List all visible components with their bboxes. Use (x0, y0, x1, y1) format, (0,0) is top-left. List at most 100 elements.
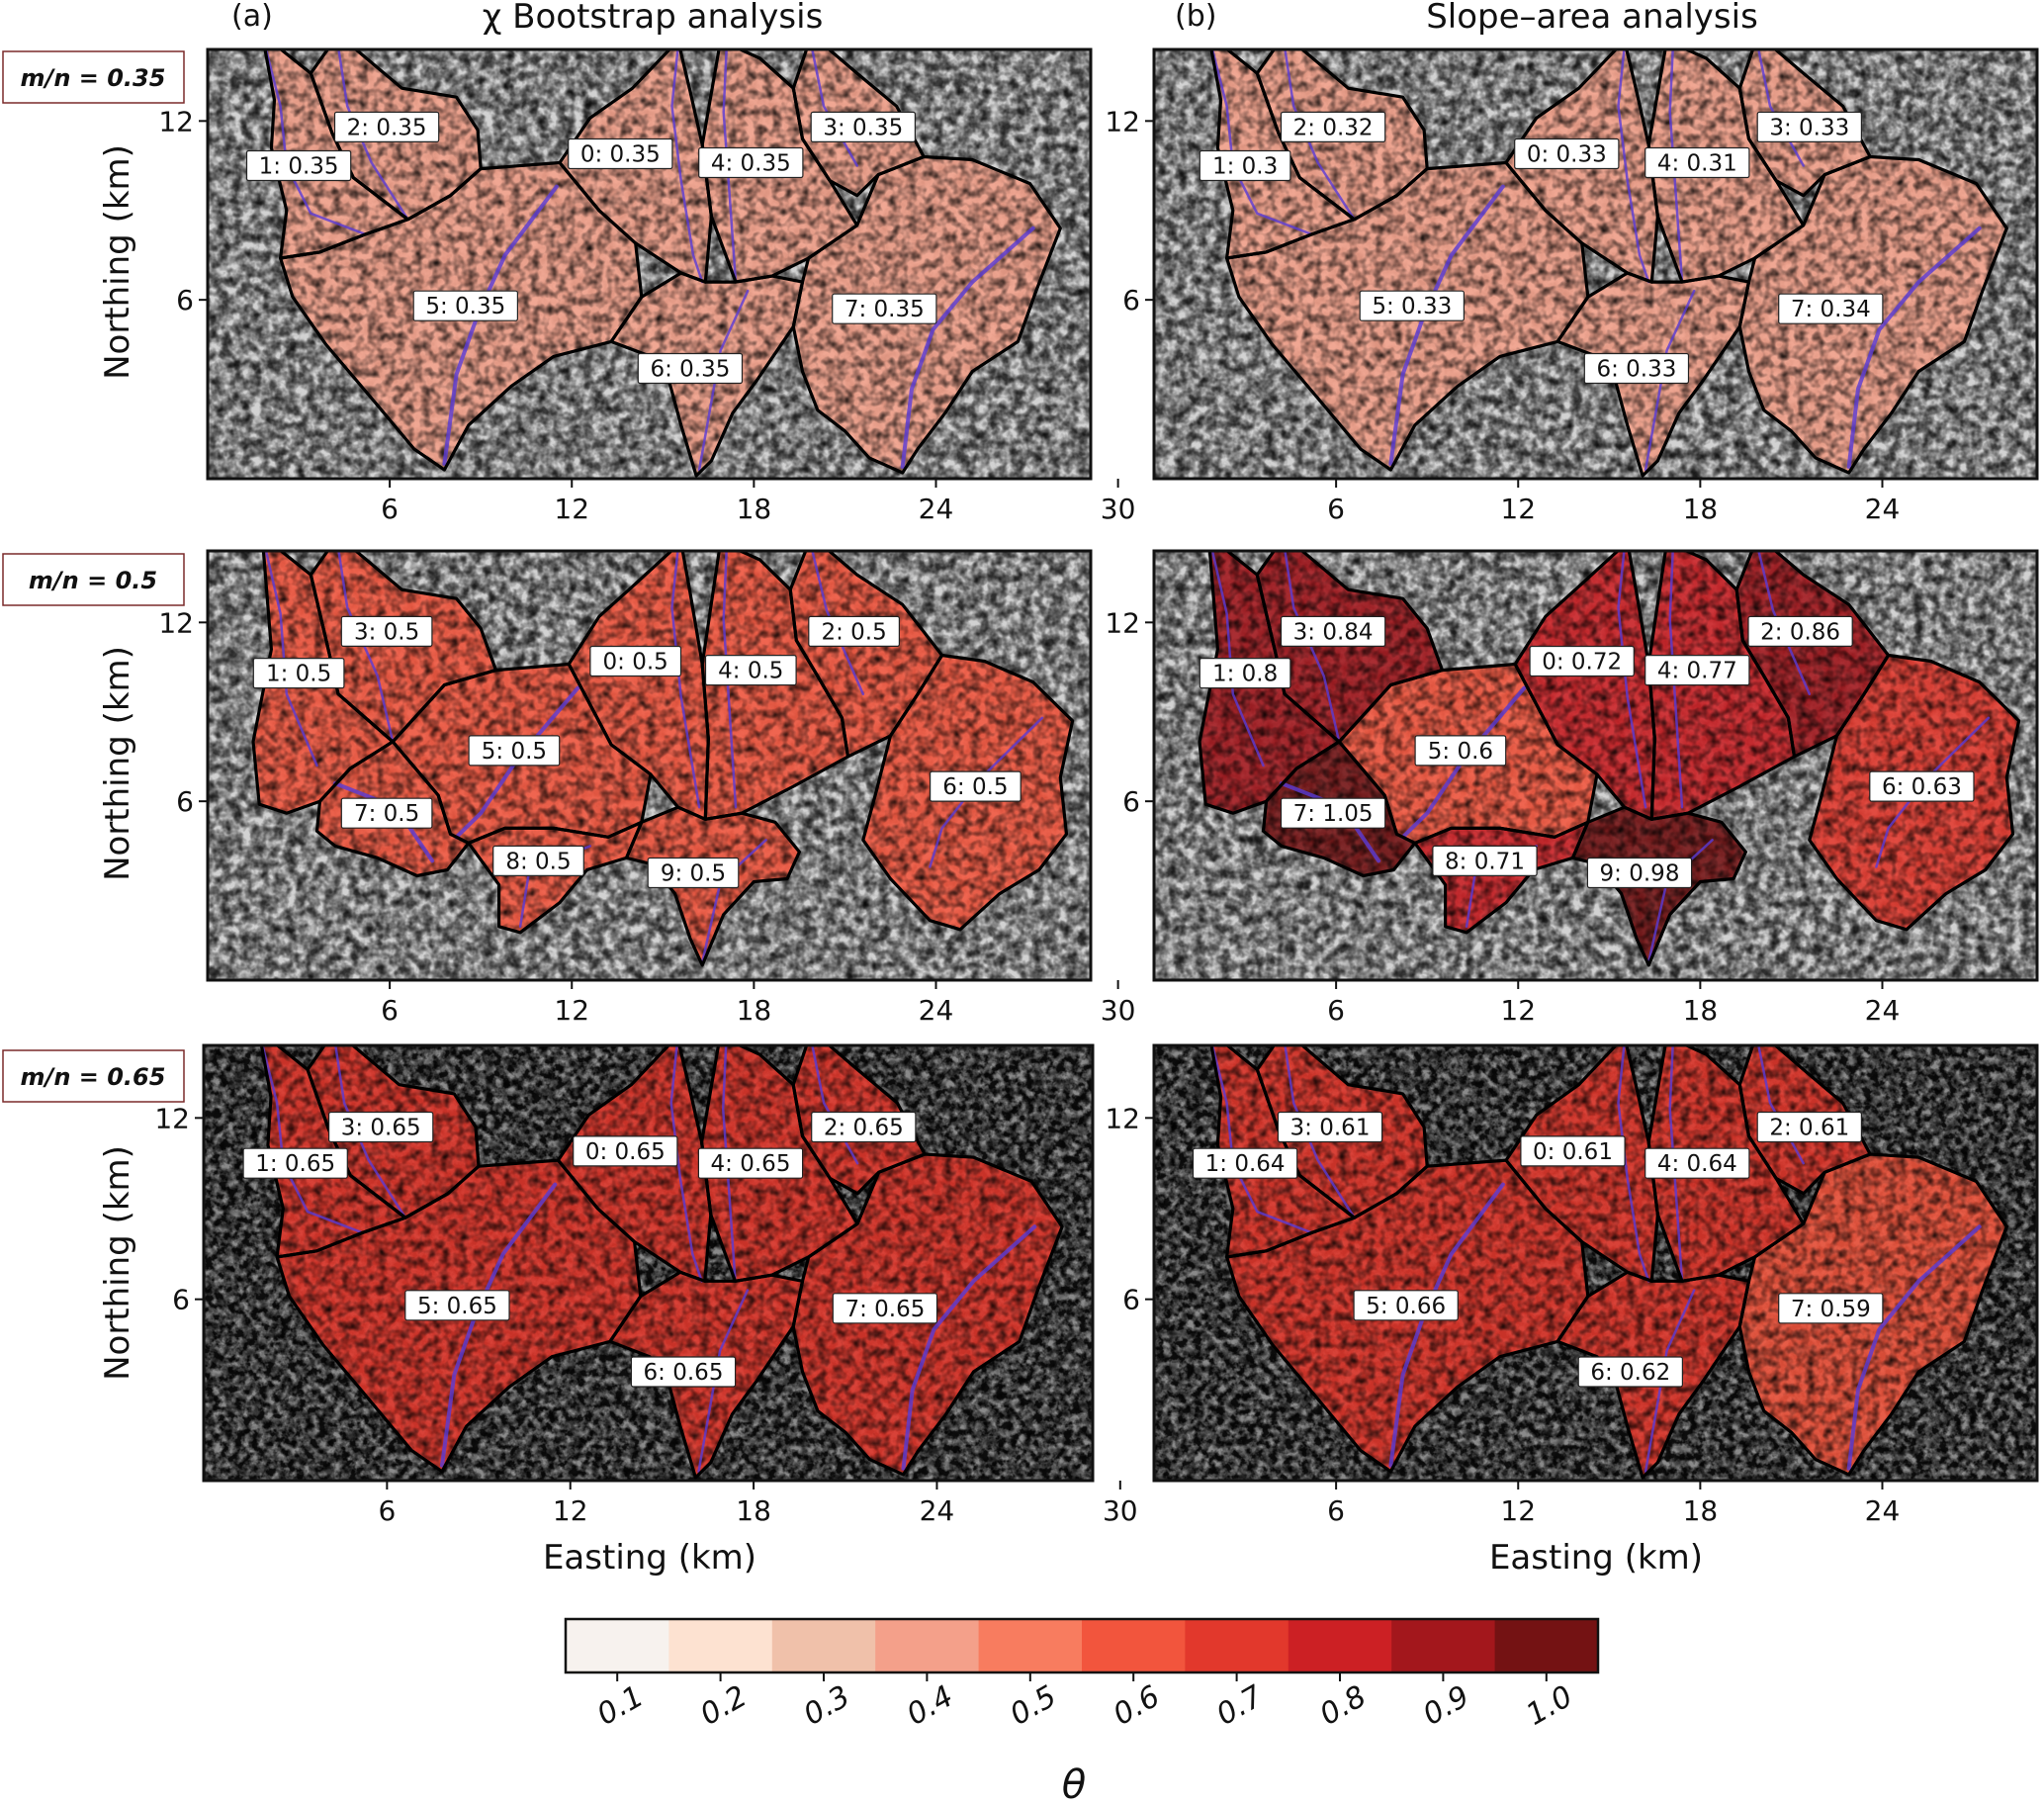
x-tick-label: 6 (381, 994, 399, 1027)
basin-outline (1224, 160, 1590, 472)
column-title-a: χ Bootstrap analysis (483, 0, 824, 37)
basin-label: 6: 0.5 (929, 770, 1022, 802)
basin-label-text: 1: 0.5 (266, 662, 331, 687)
basin-label: 1: 0.64 (1192, 1147, 1298, 1179)
x-tick-label: 18 (1683, 1494, 1719, 1527)
basin-label: 3: 0.61 (1277, 1111, 1383, 1143)
x-tick-label: 6 (1327, 1494, 1345, 1527)
basin-label-text: 2: 0.65 (824, 1116, 904, 1141)
basin-label: 2: 0.35 (333, 111, 440, 143)
basin-label: 1: 0.5 (252, 657, 345, 689)
y-tick-label: 6 (172, 1284, 190, 1316)
x-tick-label: 12 (553, 1494, 588, 1527)
y-tick-label: 6 (1122, 1284, 1140, 1316)
basin-outline (791, 154, 1062, 475)
river-channel (454, 685, 580, 840)
basin-label-text: 3: 0.61 (1290, 1116, 1371, 1141)
basin-outline (1261, 740, 1417, 878)
map-panel-r0-c0: 1: 0.35 2: 0.35 0: 0.35 4: 0.35 3: 0.35 5: 0.… (158, 47, 1136, 525)
map-panel-r1-c1: 1: 0.8 3: 0.84 0: 0.72 4: 0.77 2: 0.86 5: 0.6… (1105, 549, 2039, 1027)
basin-label: 2: 0.61 (1756, 1111, 1862, 1143)
colorbar-segment (1082, 1619, 1186, 1672)
basin-label: 5: 0.66 (1353, 1290, 1459, 1321)
x-tick-label: 18 (737, 994, 772, 1027)
basin-outline (1224, 1158, 1590, 1474)
river-channel (669, 1045, 703, 1283)
basin-label-text: 7: 1.05 (1293, 801, 1374, 827)
basin-label: 8: 0.5 (492, 845, 584, 877)
basin-label-text: 1: 0.65 (255, 1151, 335, 1177)
x-tick-label: 18 (736, 1494, 771, 1527)
basin-label-text: 2: 0.32 (1293, 115, 1374, 140)
basin-label-text: 8: 0.5 (505, 849, 571, 874)
basin-label-text: 8: 0.71 (1445, 849, 1525, 874)
panel-frame (1152, 549, 2039, 982)
basin-label-text: 1: 0.8 (1212, 662, 1278, 687)
colorbar-segment (978, 1619, 1083, 1672)
mn-label-text: m/n = 0.35 (21, 64, 166, 92)
x-tick-label: 6 (378, 1494, 396, 1527)
basin-label-text: 5: 0.33 (1372, 294, 1452, 319)
river-channel (900, 226, 1035, 469)
colorbar-tick-label: 1.0 (1521, 1679, 1579, 1733)
river-channel (1400, 685, 1527, 840)
basin-label: 1: 0.3 (1199, 149, 1291, 182)
river-channel (901, 1224, 1037, 1471)
basin-label-text: 6: 0.35 (650, 357, 730, 383)
basin-label: 6: 0.62 (1577, 1356, 1683, 1388)
river-channel (1617, 1045, 1650, 1283)
panel-frame (202, 1043, 1095, 1483)
basin-label-text: 9: 0.98 (1600, 861, 1680, 887)
basin-label-text: 9: 0.5 (661, 861, 726, 887)
river-channel (697, 1289, 750, 1474)
river-channel (1757, 49, 1805, 167)
colorbar-tick-label: 0.2 (694, 1679, 753, 1733)
basin-label-text: 4: 0.64 (1657, 1151, 1737, 1177)
colorbar-frame (564, 1617, 1600, 1674)
basin-label-text: 5: 0.35 (425, 294, 505, 319)
basin-label: 5: 0.5 (468, 735, 561, 767)
river-channel (1644, 289, 1696, 472)
column-title-b: Slope–area analysis (1426, 0, 1758, 37)
y-tick-label: 12 (158, 606, 194, 639)
basin-label-text: 6: 0.62 (1590, 1360, 1670, 1386)
y-tick-label: 12 (1105, 105, 1140, 137)
basin-label-text: 4: 0.31 (1657, 151, 1737, 177)
basin-outline (314, 740, 471, 878)
y-tick-label: 6 (1122, 785, 1140, 818)
colorbar-segment (1185, 1619, 1289, 1672)
y-tick-label: 6 (176, 785, 194, 818)
mn-label-text: m/n = 0.65 (21, 1063, 166, 1091)
column-letter-b: (b) (1175, 0, 1216, 34)
basin-label-text: 2: 0.86 (1760, 619, 1840, 645)
basin-label: 5: 0.6 (1414, 735, 1507, 767)
basin-label-text: 0: 0.33 (1527, 142, 1607, 168)
basin-label-text: 4: 0.5 (718, 659, 783, 684)
basin-outline (791, 1152, 1064, 1477)
basin-label: 5: 0.35 (412, 290, 519, 321)
river-channel (811, 1045, 859, 1165)
colorbar-tick-label: 0.4 (901, 1679, 959, 1733)
river-channel (811, 49, 858, 167)
colorbar-segment (1494, 1619, 1599, 1672)
x-tick-label: 24 (1865, 493, 1901, 525)
river-channel (1210, 551, 1265, 767)
map-panel-r0-c1: 1: 0.3 2: 0.32 0: 0.33 4: 0.31 3: 0.33 5: 0.3… (1105, 47, 2039, 525)
river-channel (697, 289, 750, 472)
x-tick-label: 12 (554, 994, 589, 1027)
colorbar-segment (566, 1619, 669, 1672)
x-tick-label: 24 (919, 493, 954, 525)
map-panels: 1: 0.35 2: 0.35 0: 0.35 4: 0.35 3: 0.35 5: 0.… (154, 47, 2039, 1527)
basin-label: 3: 0.35 (810, 111, 917, 143)
y-tick-label: 12 (1105, 606, 1140, 639)
basin-label-text: 7: 0.5 (354, 801, 419, 827)
colorbar: θ 0.1 0.2 0.3 0.4 0.5 0.6 0.7 0.8 0.9 1.0 (564, 1617, 1600, 1805)
basin-label: 8: 0.71 (1432, 845, 1538, 877)
map-panel-r2-c1: 1: 0.643: 0.61 0: 0.61 4: 0.64 2: 0.61 5: 0.… (1105, 1043, 2039, 1527)
basin-label: 1: 0.35 (245, 149, 352, 182)
basin-label-text: 6: 0.65 (644, 1360, 724, 1386)
x-tick-label: 30 (1101, 493, 1136, 525)
basin-label-text: 0: 0.72 (1542, 650, 1622, 676)
river-channel (811, 551, 865, 695)
